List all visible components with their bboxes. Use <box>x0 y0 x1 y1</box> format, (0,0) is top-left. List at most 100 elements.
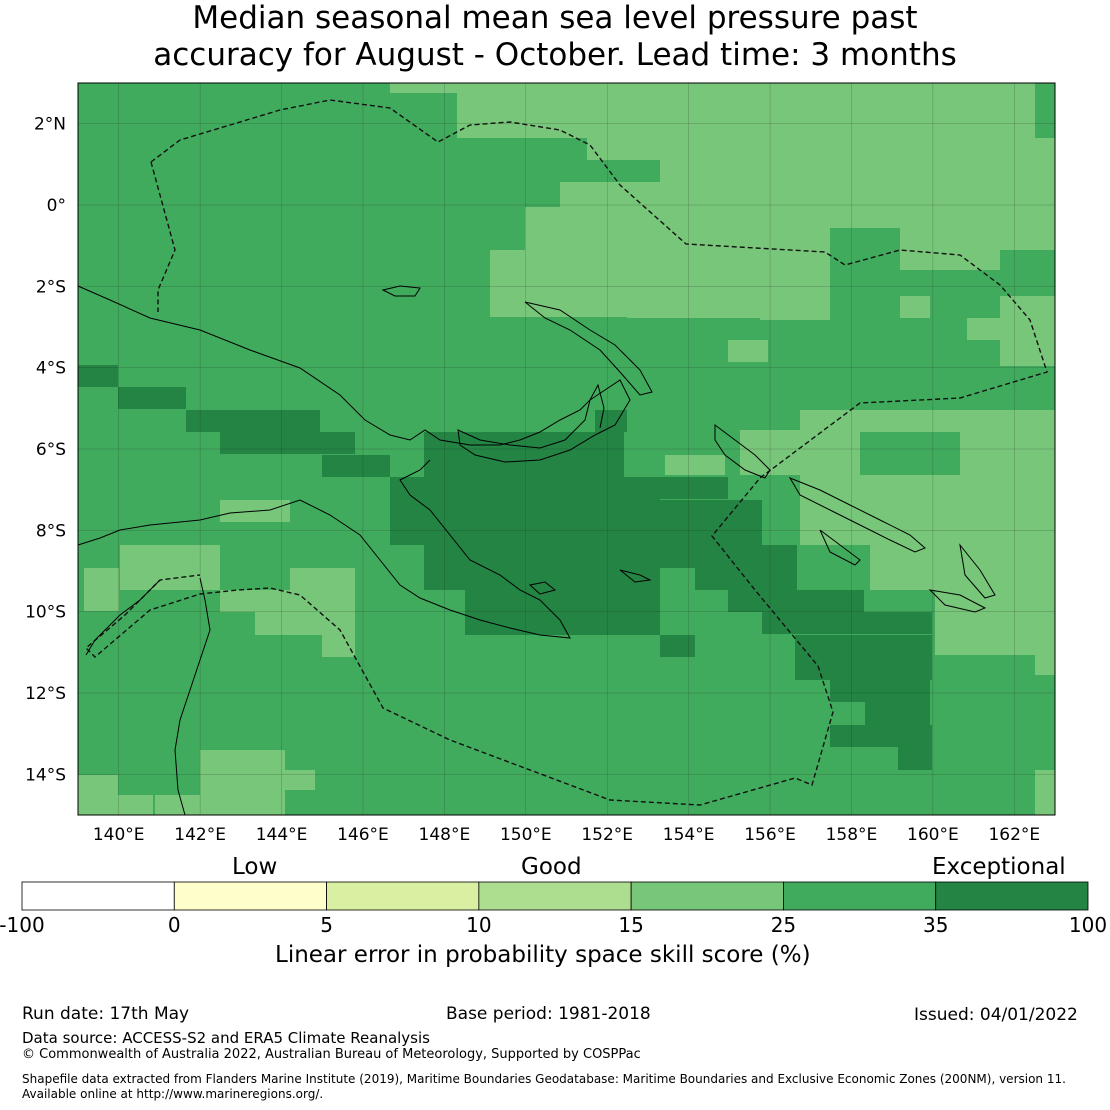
lat-tick-label: 6°S <box>36 440 66 460</box>
skill-region-35-100-15 <box>795 635 932 680</box>
colorbar-category-good: Good <box>521 854 582 880</box>
colorbar-tick-label: 25 <box>770 913 797 937</box>
skill-region-15-25-6 <box>525 207 1055 250</box>
skill-region-15-25-11 <box>900 296 930 318</box>
graticule <box>78 83 1055 815</box>
skill-region-35-100-10 <box>660 477 728 499</box>
latitude-axis: 2°N 0° 2°S 4°S 6°S 8°S 10°S 12°S 14°S <box>25 115 66 786</box>
skill-region-35-100-13 <box>728 590 864 612</box>
colorbar-segment <box>783 881 937 911</box>
lon-tick-label: 146°E <box>337 825 389 845</box>
title-line-2: accuracy for August - October. Lead time… <box>153 37 957 73</box>
skill-region-15-25-22 <box>870 545 1055 590</box>
lon-tick-label: 156°E <box>744 825 796 845</box>
issued-date: Issued: 04/01/2022 <box>914 1005 1078 1025</box>
skill-region-15-25-24 <box>1035 655 1055 675</box>
shapefile-credit-2: Available online at http://www.marinereg… <box>22 1087 324 1101</box>
lat-tick-label: 0° <box>47 196 66 216</box>
lon-tick-label: 152°E <box>581 825 633 845</box>
solomons-south <box>819 529 996 613</box>
eez-boundary <box>84 99 1048 806</box>
skill-region-15-25-0 <box>390 83 457 93</box>
colorbar-segment <box>173 881 327 911</box>
data-source: Data source: ACCESS-S2 and ERA5 Climate … <box>22 1029 430 1047</box>
lon-tick-label: 140°E <box>93 825 145 845</box>
gulf-coast <box>85 579 161 656</box>
skill-region-35-100-20 <box>830 725 900 747</box>
skill-region-35-100-18 <box>898 725 932 770</box>
lon-tick-label: 154°E <box>663 825 715 845</box>
title-line-1: Median seasonal mean sea level pressure … <box>192 0 918 36</box>
copyright: © Commonwealth of Australia 2022, Austra… <box>22 1047 641 1062</box>
skill-region-15-25-4 <box>660 160 1055 182</box>
new-ireland <box>524 301 653 396</box>
skill-region-35-100-19 <box>660 635 695 657</box>
new-guinea-north-coast <box>77 285 605 446</box>
skill-region-35-100-5 <box>424 432 624 477</box>
skill-region-15-25-9 <box>760 250 830 320</box>
skill-region-15-25-20 <box>740 430 860 475</box>
skill-region-15-25-25 <box>1035 770 1055 790</box>
manus <box>381 285 421 297</box>
bougainville <box>714 424 771 479</box>
colorbar-tick-label: 15 <box>618 913 644 937</box>
lon-tick-label: 162°E <box>988 825 1040 845</box>
lon-tick-label: 160°E <box>907 825 959 845</box>
skill-region-15-25b-0 <box>120 545 220 590</box>
skill-region-15-25b-5 <box>322 635 355 657</box>
skill-region-15-25b-10 <box>155 795 200 815</box>
skill-region-15-25-1 <box>457 83 1055 138</box>
skill-region-15-25b-1 <box>84 568 119 611</box>
skill-region-15-25b-8 <box>78 775 118 815</box>
skill-region-35-100-17 <box>865 700 930 725</box>
skill-region-35-100-16 <box>830 680 930 702</box>
skill-region-15-25-23 <box>935 590 1055 655</box>
skill-region-15-25b-7 <box>200 750 285 815</box>
colorbar-category-exceptional: Exceptional <box>932 854 1066 880</box>
skill-region-15-25-21 <box>800 475 1055 545</box>
skill-region-15-25-3 <box>627 138 1055 160</box>
colorbar-segment <box>478 881 632 911</box>
longitude-axis: 140°E 142°E 144°E 146°E 148°E 150°E 152°E 154°E… <box>93 825 1040 845</box>
skill-region-15-25-26 <box>1035 790 1055 815</box>
cape-york <box>174 577 211 816</box>
lat-tick-label: 10°S <box>25 603 66 623</box>
skill-region-15-25b-4 <box>255 590 355 635</box>
colorbar-title: Linear error in probability space skill … <box>275 942 811 968</box>
skill-region-15-25-19 <box>665 455 725 475</box>
skill-region-15-25-13 <box>1000 296 1055 366</box>
skill-region-35-100-3 <box>220 432 355 454</box>
lat-tick-label: 12°S <box>25 684 66 704</box>
new-britain <box>457 379 631 463</box>
colorbar-category-low: Low <box>232 854 278 880</box>
skill-region-35-100-0 <box>78 365 118 387</box>
skill-region-35-100-1 <box>118 387 186 409</box>
map-frame <box>77 82 1056 816</box>
lon-tick-label: 150°E <box>500 825 552 845</box>
solomons-north <box>788 476 926 553</box>
skill-region-35-100-4 <box>322 455 390 477</box>
skill-region-15-25b-9 <box>118 795 153 815</box>
lat-tick-label: 14°S <box>25 765 66 785</box>
lat-tick-label: 2°S <box>36 277 66 297</box>
colorbar-tick-label: 35 <box>922 913 949 937</box>
lat-tick-label: 4°S <box>36 359 66 379</box>
skill-region-15-25-10 <box>880 250 1000 270</box>
colorbar-tick-label: 100 <box>1068 913 1108 937</box>
skill-region-35-100-6 <box>390 477 660 545</box>
skill-region-15-25-17 <box>860 410 1055 432</box>
skill-region-35-100-7 <box>424 545 660 590</box>
colorbar <box>21 881 1089 911</box>
lat-tick-label: 2°N <box>34 115 66 135</box>
lat-tick-label: 8°S <box>36 521 66 541</box>
skill-region-35-100-8 <box>465 590 660 635</box>
skill-region-35-100-14 <box>762 612 932 634</box>
colorbar-tick-label: -100 <box>0 913 45 937</box>
skill-region-15-25-8 <box>627 296 797 318</box>
skill-region-base-e2 <box>865 318 967 363</box>
skill-region-15-25-14 <box>728 340 768 362</box>
shapefile-credit-1: Shapefile data extracted from Flanders M… <box>22 1072 1066 1086</box>
colorbar-segment <box>935 881 1089 911</box>
colorbar-tick-label: 5 <box>320 913 333 937</box>
